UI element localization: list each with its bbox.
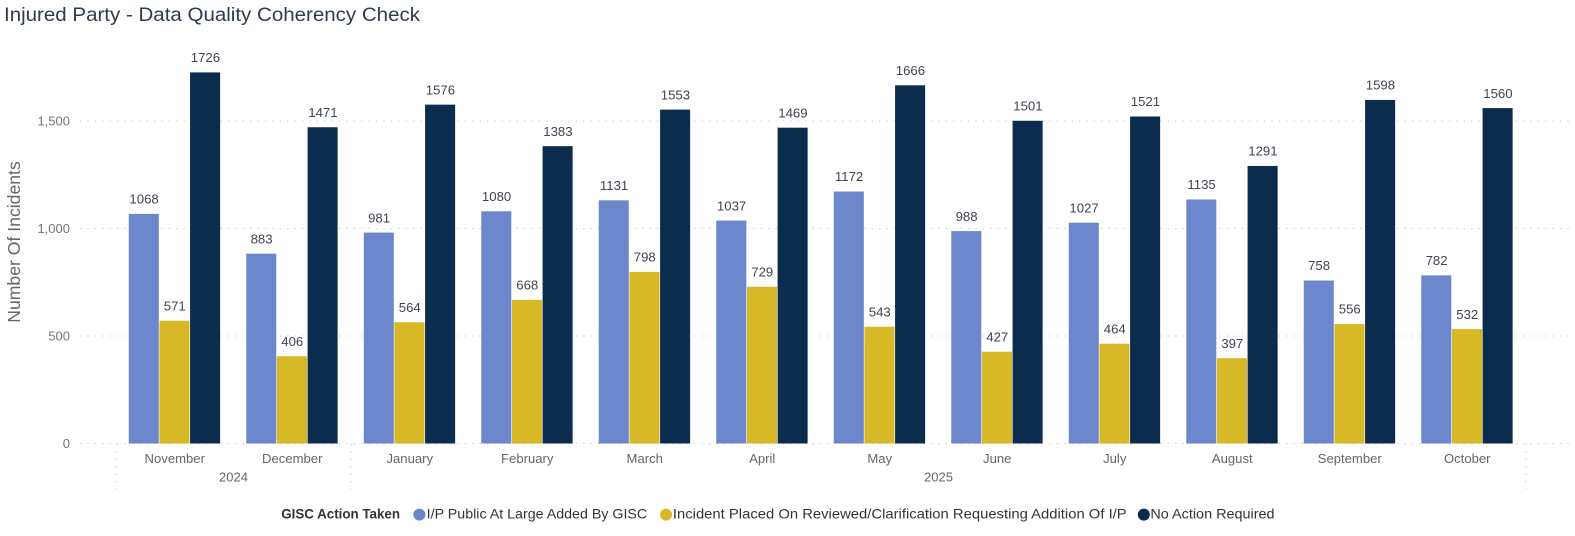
svg-text:1469: 1469 xyxy=(778,105,807,120)
svg-text:564: 564 xyxy=(399,300,421,315)
svg-text:464: 464 xyxy=(1104,321,1126,336)
svg-text:1291: 1291 xyxy=(1248,144,1277,159)
svg-text:988: 988 xyxy=(956,209,978,224)
svg-text:August: August xyxy=(1212,451,1253,466)
svg-text:1553: 1553 xyxy=(661,87,690,102)
svg-text:March: March xyxy=(627,451,663,466)
svg-text:1080: 1080 xyxy=(482,189,511,204)
svg-text:Incident Placed On Reviewed/Cl: Incident Placed On Reviewed/Clarificatio… xyxy=(673,506,1127,522)
svg-text:798: 798 xyxy=(634,250,656,265)
svg-text:1598: 1598 xyxy=(1366,78,1395,93)
svg-text:1027: 1027 xyxy=(1069,200,1098,215)
svg-text:1037: 1037 xyxy=(717,198,746,213)
svg-text:532: 532 xyxy=(1456,307,1478,322)
svg-text:1666: 1666 xyxy=(896,63,925,78)
svg-text:406: 406 xyxy=(281,334,303,349)
svg-text:2024: 2024 xyxy=(219,470,248,485)
svg-text:1501: 1501 xyxy=(1013,98,1042,113)
svg-text:2025: 2025 xyxy=(924,470,953,485)
svg-text:427: 427 xyxy=(986,329,1008,344)
svg-text:June: June xyxy=(983,451,1011,466)
svg-text:981: 981 xyxy=(368,210,390,225)
svg-text:1131: 1131 xyxy=(600,178,628,193)
svg-text:729: 729 xyxy=(751,264,773,279)
svg-text:1068: 1068 xyxy=(129,192,158,207)
svg-text:September: September xyxy=(1318,451,1383,466)
svg-text:July: July xyxy=(1103,451,1127,466)
svg-text:1,500: 1,500 xyxy=(37,114,70,129)
svg-text:782: 782 xyxy=(1426,253,1448,268)
svg-text:December: December xyxy=(262,451,323,466)
svg-text:January: January xyxy=(386,451,433,466)
svg-text:1560: 1560 xyxy=(1483,86,1512,101)
svg-text:883: 883 xyxy=(251,231,273,246)
svg-text:1,000: 1,000 xyxy=(37,221,70,236)
svg-text:1576: 1576 xyxy=(426,82,455,97)
svg-text:668: 668 xyxy=(516,278,538,293)
svg-text:Number Of Incidents: Number Of Incidents xyxy=(4,161,24,323)
svg-text:GISC Action Taken: GISC Action Taken xyxy=(281,507,400,523)
svg-text:1726: 1726 xyxy=(191,50,220,65)
svg-text:500: 500 xyxy=(48,329,70,344)
svg-text:May: May xyxy=(867,451,892,466)
svg-text:I/P Public At Large Added By G: I/P Public At Large Added By GISC xyxy=(427,506,648,522)
svg-text:April: April xyxy=(749,451,775,466)
svg-text:556: 556 xyxy=(1339,302,1361,317)
svg-text:1471: 1471 xyxy=(308,105,337,120)
svg-text:1383: 1383 xyxy=(543,124,572,139)
svg-text:397: 397 xyxy=(1221,336,1243,351)
svg-text:1172: 1172 xyxy=(835,169,863,184)
svg-text:0: 0 xyxy=(63,436,70,451)
svg-text:No Action Required: No Action Required xyxy=(1150,506,1274,522)
svg-text:October: October xyxy=(1444,451,1491,466)
svg-text:February: February xyxy=(501,451,554,466)
svg-text:Injured Party - Data Quality C: Injured Party - Data Quality Coherency C… xyxy=(4,4,420,26)
svg-text:1135: 1135 xyxy=(1187,177,1215,192)
svg-text:571: 571 xyxy=(164,298,186,313)
svg-text:November: November xyxy=(145,451,206,466)
svg-text:758: 758 xyxy=(1308,258,1330,273)
svg-text:543: 543 xyxy=(869,304,891,319)
svg-text:1521: 1521 xyxy=(1131,94,1160,109)
